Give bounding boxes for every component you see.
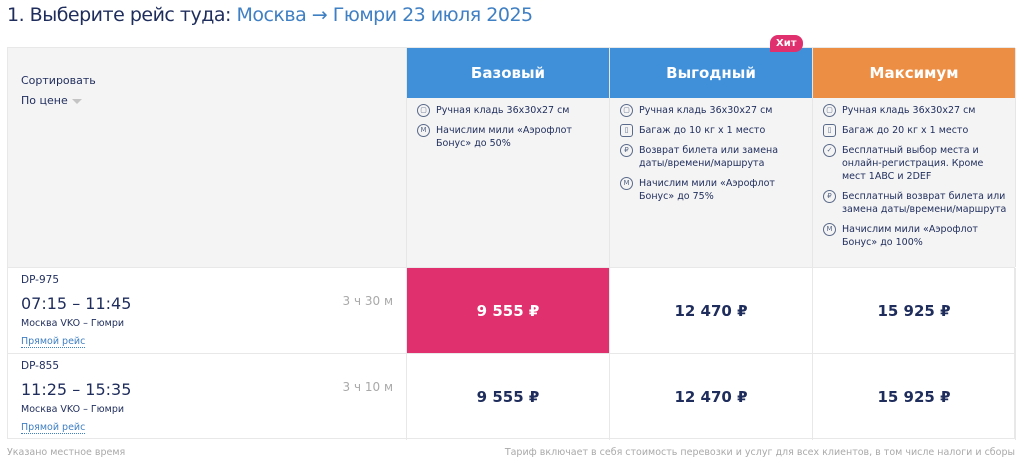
- price-cell[interactable]: 15 925 ₽: [813, 354, 1016, 440]
- flight-info: DP-975 07:15 – 11:45 Москва VKO – Гюмри …: [8, 268, 407, 354]
- tariff-column: Максимум ▢ Ручная кладь 36х30х27 см ▯ Багаж…: [813, 48, 1016, 267]
- tariff-feature: ▯ Багаж до 10 кг х 1 место: [620, 124, 804, 137]
- price-cell[interactable]: 15 925 ₽: [813, 268, 1016, 354]
- flight-info: DP-855 11:25 – 15:35 Москва VKO – Гюмри …: [8, 354, 407, 440]
- tariff-feature: ₽ Бесплатный возврат билета или замена да…: [823, 190, 1007, 216]
- tariff-feature: ✓ Бесплатный выбор места и онлайн-регистр…: [823, 144, 1007, 183]
- tariff-note: Тариф включает в себя стоимость перевозк…: [504, 447, 1015, 458]
- price-cell[interactable]: 9 555 ₽: [407, 268, 610, 354]
- flight-route: Москва VKO – Гюмри: [21, 318, 125, 329]
- flight-number: DP-975: [21, 274, 60, 286]
- route-date: Москва → Гюмри 23 июля 2025: [236, 4, 533, 26]
- hand-luggage-icon: ▢: [620, 104, 633, 117]
- tariff-feature: M Начислим мили «Аэрофлот Бонус» до 100%: [823, 223, 1007, 249]
- baggage-icon: ▯: [823, 124, 836, 137]
- direct-flight-link[interactable]: Прямой рейс: [21, 422, 86, 434]
- table-row: DP-975 07:15 – 11:45 Москва VKO – Гюмри …: [8, 267, 1016, 354]
- local-time-note: Указано местное время: [7, 447, 126, 458]
- table-row: DP-855 11:25 – 15:35 Москва VKO – Гюмри …: [8, 353, 1016, 440]
- sort-panel: Сортировать По цене: [8, 48, 407, 267]
- flight-duration: 3 ч 30 м: [342, 294, 394, 308]
- tariff-column: Базовый ▢ Ручная кладь 36х30х27 см M Начисл…: [407, 48, 610, 267]
- sort-dropdown[interactable]: По цене: [21, 94, 82, 107]
- flight-time: 07:15 – 11:45: [21, 294, 132, 313]
- miles-icon: M: [823, 223, 836, 236]
- refund-icon: ₽: [823, 190, 836, 203]
- flight-route: Москва VKO – Гюмри: [21, 404, 125, 415]
- chevron-down-icon: [71, 98, 82, 104]
- flight-time: 11:25 – 15:35: [21, 380, 132, 399]
- tariff-feature: M Начислим мили «Аэрофлот Бонус» до 50%: [417, 124, 601, 150]
- hand-luggage-icon: ▢: [417, 104, 430, 117]
- hit-badge: Хит: [770, 35, 803, 52]
- fare-table: Сортировать По цене Базовый ▢ Ручная клад…: [7, 35, 1016, 440]
- direct-flight-link[interactable]: Прямой рейс: [21, 336, 86, 348]
- baggage-icon: ▯: [620, 124, 633, 137]
- tariff-header: Базовый: [407, 48, 609, 98]
- seat-icon: ✓: [823, 144, 836, 157]
- tariff-feature: M Начислим мили «Аэрофлот Бонус» до 75%: [620, 177, 804, 203]
- miles-icon: M: [417, 124, 430, 137]
- tariff-feature: ▢ Ручная кладь 36х30х27 см: [620, 104, 804, 117]
- flight-number: DP-855: [21, 360, 60, 372]
- tariff-column: Выгодный ▢ Ручная кладь 36х30х27 см ▯ Багаж…: [610, 48, 813, 267]
- refund-icon: ₽: [620, 144, 633, 157]
- tariff-feature: ₽ Возврат билета или замена даты/времени/…: [620, 144, 804, 170]
- page-title: 1. Выберите рейс туда: Москва → Гюмри 23…: [7, 4, 533, 26]
- price-cell[interactable]: 12 470 ₽: [610, 268, 813, 354]
- price-cell[interactable]: 12 470 ₽: [610, 354, 813, 440]
- sort-label: Сортировать: [21, 74, 96, 87]
- hand-luggage-icon: ▢: [823, 104, 836, 117]
- tariff-header: Выгодный: [610, 48, 812, 98]
- price-cell[interactable]: 9 555 ₽: [407, 354, 610, 440]
- tariff-feature: ▯ Багаж до 20 кг х 1 место: [823, 124, 1007, 137]
- tariff-feature: ▢ Ручная кладь 36х30х27 см: [823, 104, 1007, 117]
- tariff-feature: ▢ Ручная кладь 36х30х27 см: [417, 104, 601, 117]
- flight-duration: 3 ч 10 м: [342, 380, 394, 394]
- miles-icon: M: [620, 177, 633, 190]
- tariff-header: Максимум: [813, 48, 1015, 98]
